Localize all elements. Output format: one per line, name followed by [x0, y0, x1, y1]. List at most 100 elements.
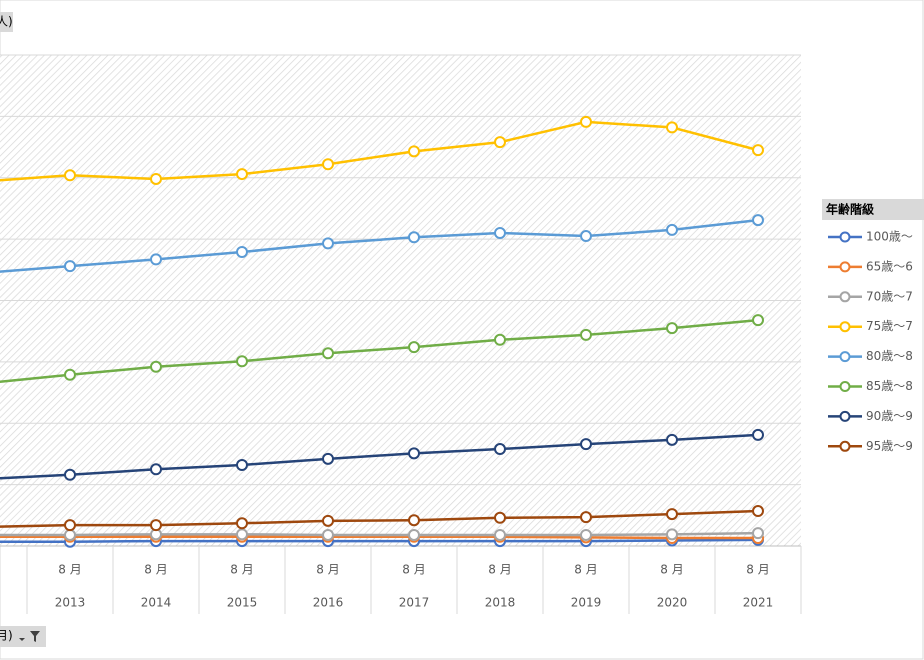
legend-marker	[839, 291, 851, 303]
point	[236, 355, 248, 368]
point	[236, 528, 248, 541]
point	[150, 519, 162, 532]
legend-label: 85歳～8	[866, 379, 913, 393]
title-button[interactable]	[0, 12, 13, 32]
point	[236, 246, 248, 259]
series-line	[0, 318, 759, 384]
legend-marker	[839, 351, 851, 363]
x-sub-label: 8 月	[746, 563, 769, 577]
x-sub-label: 8 月	[402, 563, 425, 577]
point	[64, 468, 76, 481]
point	[408, 447, 420, 460]
point	[322, 452, 334, 465]
legend-marker	[839, 231, 851, 243]
point	[64, 169, 76, 182]
x-sub-label: 8 月	[144, 563, 167, 577]
x-tick-label: 2014	[141, 596, 172, 610]
filter-label: 月)	[0, 629, 13, 643]
x-tick-label: 2020	[657, 596, 688, 610]
point	[150, 172, 162, 185]
point	[494, 528, 506, 541]
x-sub-label: 8 月	[488, 563, 511, 577]
legend-marker	[839, 381, 851, 392]
x-sub-label: 8 月	[660, 563, 683, 577]
series-line	[0, 509, 759, 528]
point	[408, 231, 420, 244]
x-sub-label: 8 月	[316, 563, 339, 577]
legend-label: 80歳～8	[866, 349, 913, 363]
point	[236, 458, 248, 471]
series-line	[0, 535, 758, 540]
x-tick-label: 2019	[571, 596, 602, 610]
point	[580, 328, 592, 341]
legend-marker	[839, 440, 851, 452]
series-line	[0, 218, 759, 273]
point	[494, 136, 506, 149]
point	[666, 223, 678, 236]
point	[752, 505, 764, 518]
point	[64, 519, 76, 532]
filter-icon	[30, 631, 40, 642]
legend-label: 75歳～7	[866, 319, 913, 333]
series-line	[0, 433, 759, 480]
point	[494, 226, 506, 239]
legend-label: 95歳～9	[866, 439, 913, 453]
point	[322, 528, 334, 541]
point	[580, 230, 592, 243]
point	[494, 333, 506, 346]
legend-label: 100歳～	[866, 230, 913, 244]
legend-title: 年齢階級	[826, 202, 874, 217]
dropdown-icon	[19, 638, 25, 641]
point	[64, 260, 76, 273]
legend-marker	[839, 261, 851, 273]
point	[236, 517, 248, 530]
series-line	[0, 531, 759, 537]
point	[150, 360, 162, 373]
point	[580, 528, 592, 541]
legend-title-bg	[822, 199, 924, 220]
legend-marker	[839, 321, 851, 333]
point	[494, 511, 506, 524]
point	[322, 237, 334, 250]
point	[408, 145, 420, 158]
point	[150, 253, 162, 266]
x-sub-label: 8 月	[58, 563, 81, 577]
point	[494, 443, 506, 456]
point	[752, 428, 764, 441]
series-line	[0, 120, 759, 182]
x-tick-label: 2013	[55, 596, 86, 610]
point	[666, 433, 678, 446]
x-tick-label: 2021	[743, 596, 774, 610]
point	[580, 115, 592, 128]
point	[666, 121, 678, 134]
x-tick-label: 2017	[399, 596, 430, 610]
point	[580, 511, 592, 524]
x-sub-label: 8 月	[230, 563, 253, 577]
point	[752, 144, 764, 157]
x-tick-label: 2016	[313, 596, 344, 610]
series-line	[0, 538, 759, 543]
point	[236, 168, 248, 181]
legend-label: 65歳～6	[866, 259, 913, 273]
point	[666, 528, 678, 541]
point	[752, 527, 764, 540]
point	[322, 158, 334, 171]
x-sub-label: 8 月	[574, 563, 597, 577]
point	[752, 214, 764, 227]
point	[408, 528, 420, 541]
legend-label: 90歳～9	[866, 409, 913, 423]
point	[666, 508, 678, 521]
x-tick-label: 2015	[227, 596, 258, 610]
point	[64, 368, 76, 381]
point	[150, 463, 162, 476]
point	[408, 514, 420, 527]
point	[752, 314, 764, 327]
point	[322, 514, 334, 527]
legend-label: 70歳～7	[866, 289, 913, 303]
point	[408, 341, 420, 354]
legend-marker	[839, 410, 851, 422]
point	[64, 528, 76, 541]
point	[580, 438, 592, 451]
chart-title: 人)	[0, 15, 13, 29]
